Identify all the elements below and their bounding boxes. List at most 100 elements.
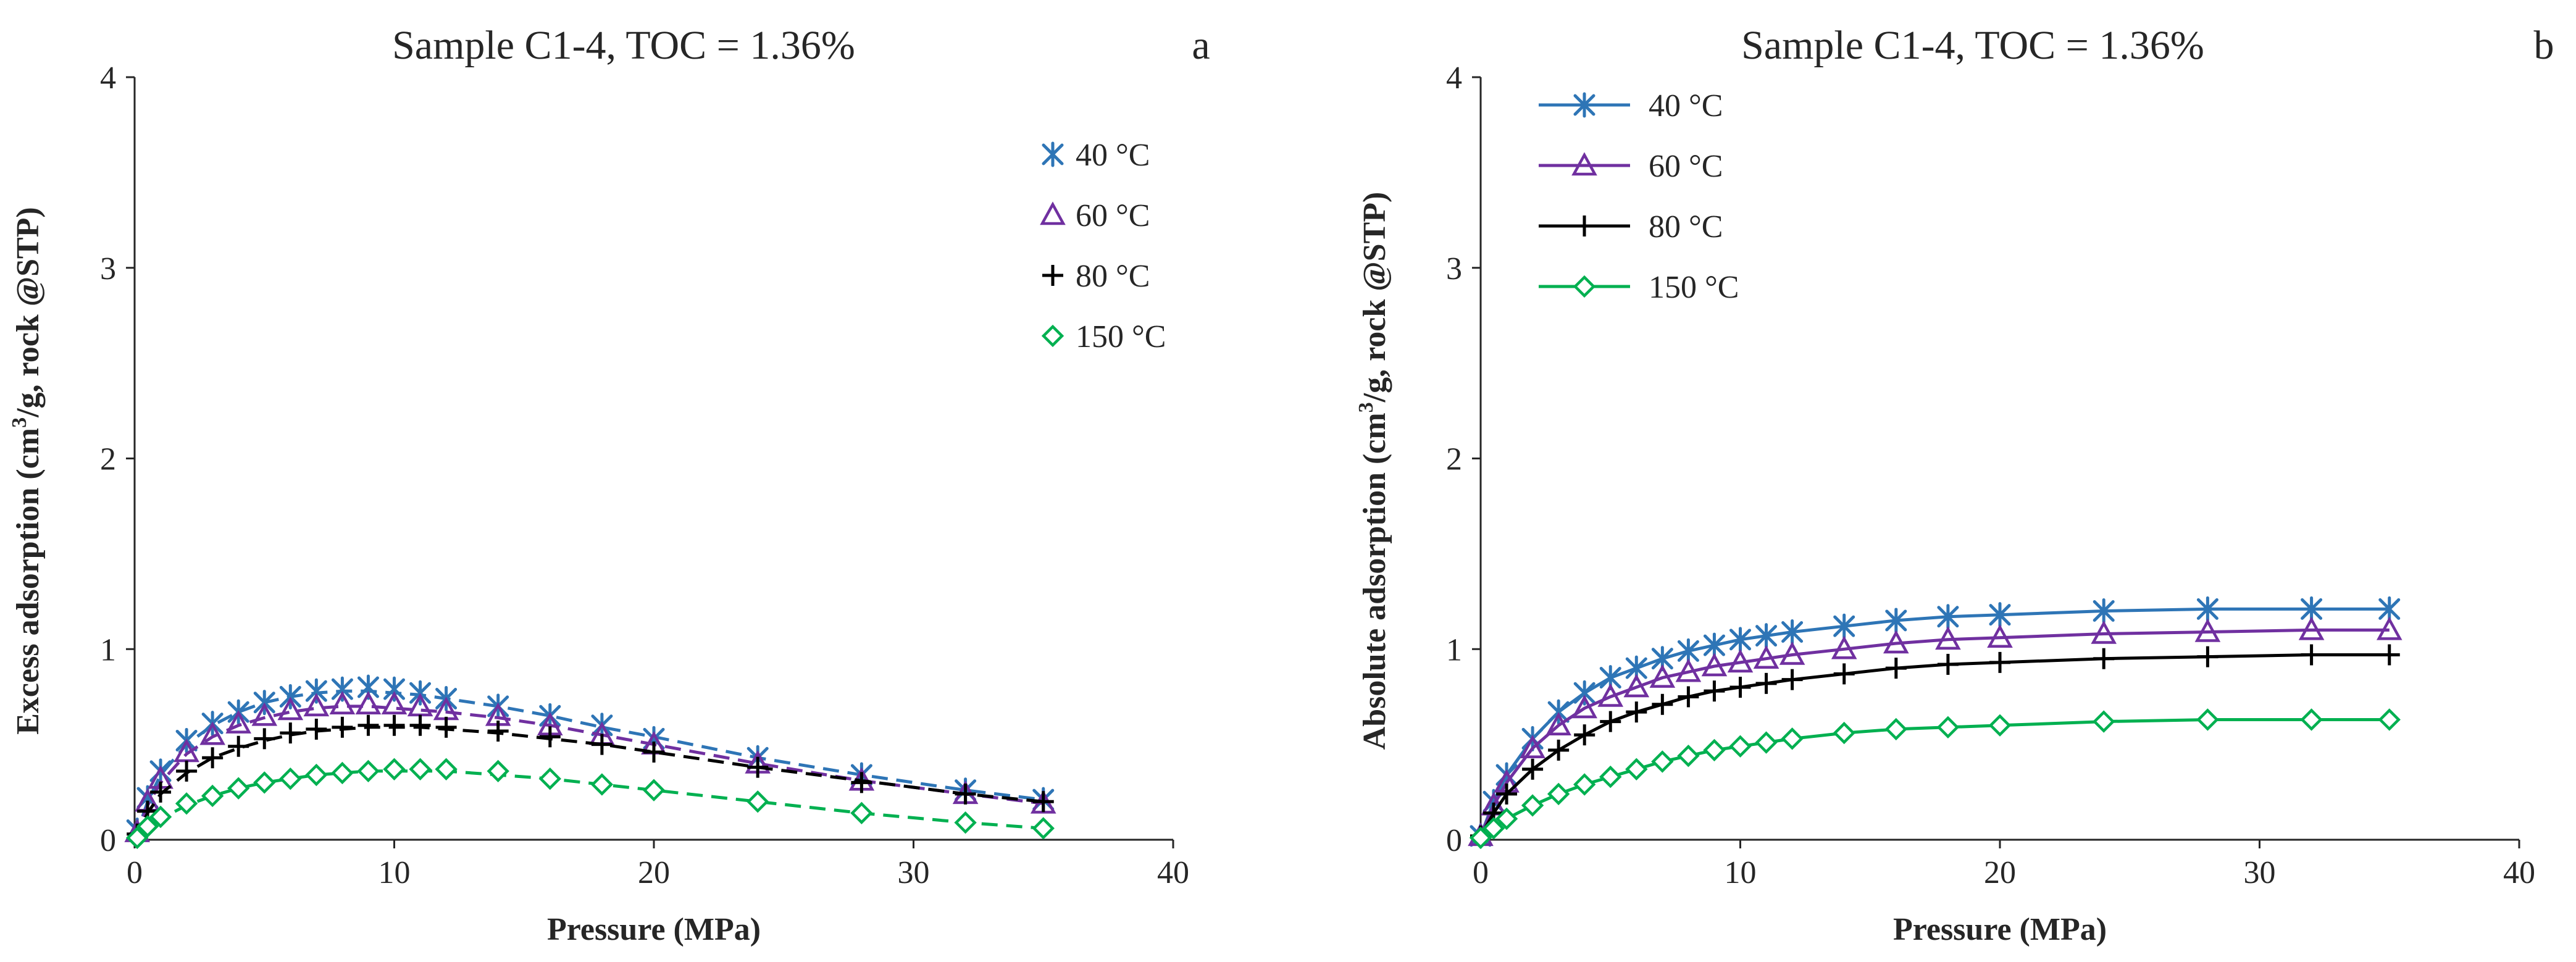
data-point-80-c: [1548, 739, 1570, 761]
legend-label: 150 °C: [1076, 319, 1166, 354]
data-point-150-c: [1469, 826, 1492, 850]
y-axis-label-sup: 3: [1355, 402, 1378, 412]
data-point-60-c: [251, 702, 278, 726]
legend-label: 60 °C: [1076, 198, 1150, 233]
panel-letter: a: [1192, 23, 1210, 68]
data-point-60-c: [1545, 712, 1571, 735]
data-point-150-c: [149, 805, 172, 829]
series-line-40-c: [1479, 607, 2390, 837]
data-point-150-c: [201, 784, 224, 808]
data-point-150-c: [305, 763, 328, 787]
data-point-150-c: [253, 771, 276, 794]
data-point-60-c: [1649, 664, 1676, 688]
data-point-40-c: [2301, 596, 2323, 622]
data-point-40-c: [1729, 627, 1751, 653]
legend-item-60-c: 60 °C: [1539, 149, 1723, 184]
data-point-150-c: [357, 759, 380, 783]
series-line-150-c: [133, 769, 1043, 841]
data-point-40-c: [1781, 619, 1804, 645]
data-point-80-c: [851, 772, 872, 793]
data-point-60-c: [199, 721, 225, 745]
data-point-150-c: [1729, 735, 1752, 758]
legend-item-60-c: 60 °C: [1040, 198, 1150, 233]
legend-marker: [1573, 275, 1596, 298]
data-point-150-c: [1833, 721, 1855, 745]
x-tick-label: 10: [378, 855, 411, 890]
x-tick-label: 40: [1157, 855, 1189, 890]
data-point-80-c: [332, 716, 353, 738]
data-point-150-c: [487, 759, 509, 783]
legend-item-80-c: 80 °C: [1539, 209, 1723, 245]
series-line-40-c: [133, 689, 1044, 840]
x-tick-label: 40: [2503, 855, 2535, 890]
x-axis-label: Pressure (MPa): [1893, 912, 2107, 947]
panel-letter: b: [2534, 23, 2554, 68]
x-tick-label: 0: [1473, 855, 1489, 890]
series-line-80-c: [1479, 653, 2390, 837]
data-point-150-c: [1573, 773, 1596, 796]
data-point-60-c: [303, 693, 330, 717]
data-point-80-c: [1989, 651, 2010, 673]
data-point-150-c: [1032, 817, 1055, 840]
data-point-80-c: [358, 714, 379, 736]
legend: 40 °C 60 °C 80 °C 150 °C: [1040, 138, 1166, 354]
x-tick-label: 30: [2244, 855, 2276, 890]
data-point-150-c: [1651, 750, 1674, 773]
data-point-60-c: [1520, 735, 1545, 759]
data-point-150-c: [746, 790, 769, 813]
series-line-80-c: [133, 726, 1044, 841]
data-point-80-c: [1729, 677, 1751, 698]
data-point-80-c: [747, 756, 769, 778]
legend-item-40-c: 40 °C: [1539, 88, 1723, 123]
data-point-40-c: [1885, 608, 1907, 634]
data-point-60-c: [329, 691, 356, 715]
data-point-80-c: [383, 714, 405, 736]
legend-marker: [1041, 324, 1064, 348]
data-point-80-c: [1652, 693, 1673, 715]
series-150-c: [1469, 708, 2401, 850]
series-line-60-c: [133, 705, 1044, 840]
data-point-150-c: [279, 768, 302, 790]
data-point-60-c: [2376, 616, 2402, 640]
data-point-150-c: [1703, 738, 1726, 762]
data-point-150-c: [1988, 714, 2012, 737]
data-point-150-c: [1599, 765, 1622, 788]
legend-marker: [1574, 215, 1595, 236]
data-point-80-c: [409, 714, 431, 736]
data-point-150-c: [1884, 717, 1907, 741]
data-point-80-c: [202, 747, 224, 769]
data-point-150-c: [642, 779, 666, 801]
x-tick-label: 10: [1725, 855, 1757, 890]
x-tick-label: 0: [127, 855, 143, 890]
data-point-150-c: [409, 758, 432, 780]
y-tick-label: 2: [100, 442, 116, 477]
data-point-40-c: [1833, 613, 1855, 639]
data-point-60-c: [355, 691, 382, 715]
data-point-150-c: [2196, 708, 2219, 731]
data-point-80-c: [2197, 646, 2218, 667]
data-point-80-c: [1678, 686, 1699, 708]
legend-item-150-c: 150 °C: [1539, 270, 1739, 305]
data-point-80-c: [1885, 658, 1907, 679]
data-point-150-c: [1625, 758, 1648, 780]
data-point-80-c: [1600, 711, 1621, 732]
legend: 40 °C 60 °C 80 °C 150 °C: [1539, 88, 1739, 305]
data-point-80-c: [280, 722, 301, 744]
data-point-60-c: [1753, 645, 1779, 669]
y-tick-label: 4: [100, 61, 116, 96]
data-point-80-c: [2378, 644, 2400, 666]
series-80-c: [1470, 644, 2400, 847]
data-point-40-c: [1677, 638, 1699, 664]
data-point-60-c: [2298, 616, 2325, 640]
data-point-150-c: [136, 815, 159, 838]
data-point-150-c: [1482, 817, 1505, 840]
legend-label: 80 °C: [1076, 259, 1150, 294]
series-line-150-c: [1479, 718, 2390, 839]
data-point-150-c: [1547, 782, 1570, 806]
data-point-150-c: [954, 811, 977, 834]
data-point-80-c: [487, 721, 509, 742]
y-axis-label-sup: 3: [8, 417, 31, 428]
legend-label: 40 °C: [1649, 88, 1723, 123]
data-point-60-c: [1675, 658, 1702, 682]
